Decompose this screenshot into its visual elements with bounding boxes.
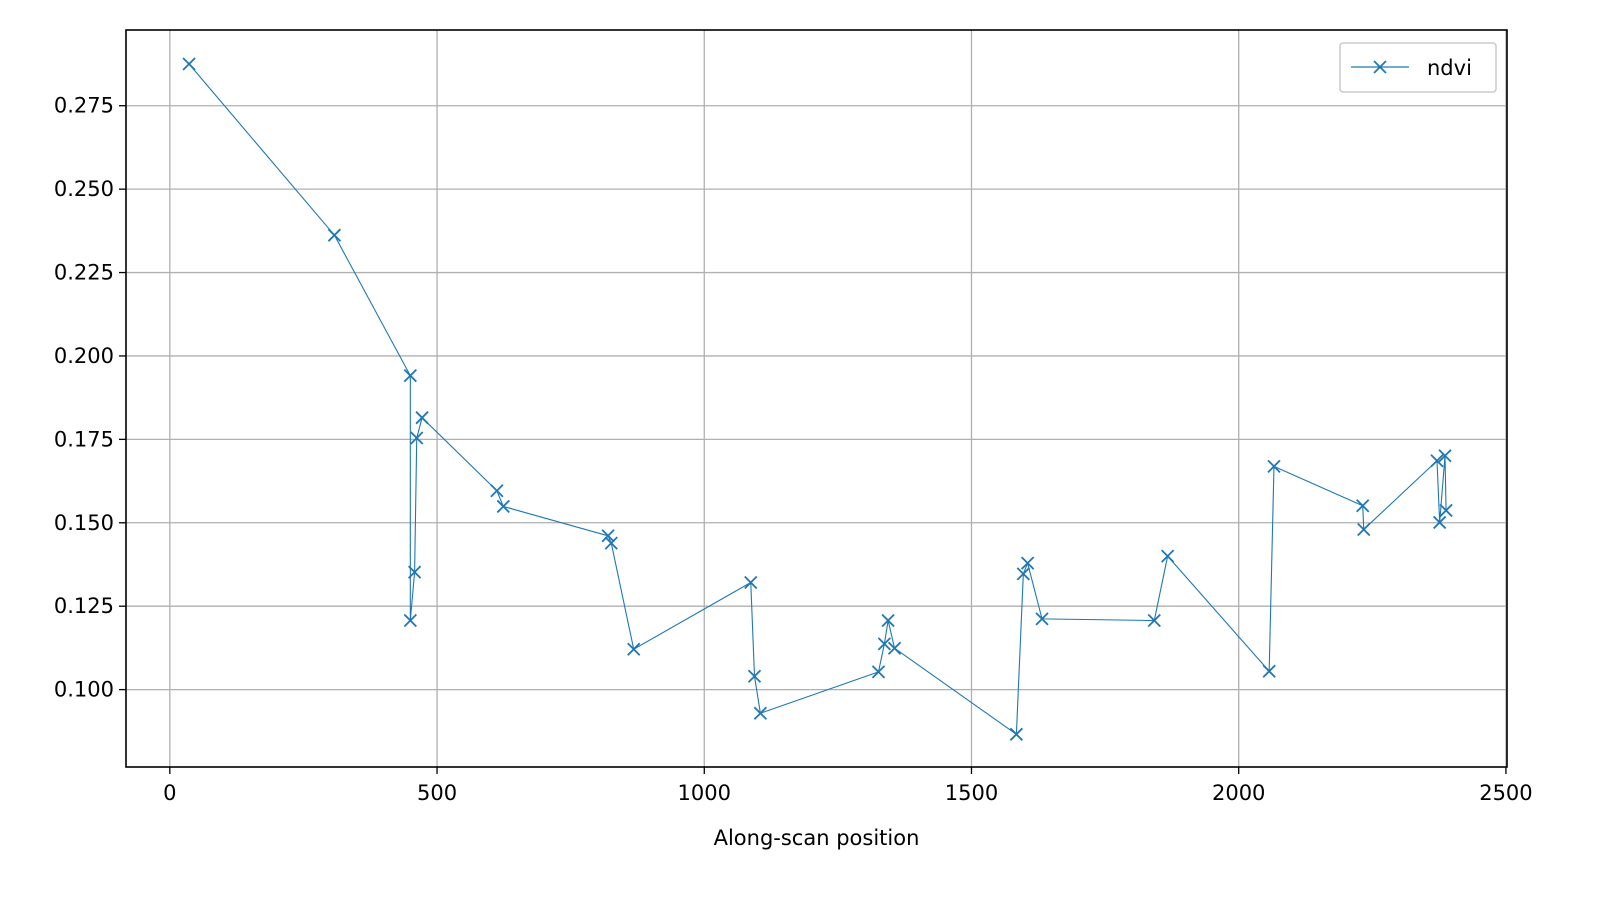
x-tick-label: 2500 <box>1479 781 1532 805</box>
data-point <box>744 575 758 590</box>
y-tick-label: 0.225 <box>54 261 114 285</box>
data-point <box>887 641 902 655</box>
marker-stroke <box>1439 503 1453 518</box>
marker-stroke <box>753 706 768 720</box>
data-point <box>415 411 429 425</box>
series-layer <box>182 57 1453 741</box>
data-point <box>627 642 641 656</box>
marker-stroke <box>403 369 417 383</box>
data-point <box>1267 459 1281 474</box>
marker-stroke <box>881 613 895 628</box>
plot-frame <box>125 29 1508 768</box>
legend-marker-stroke <box>1373 60 1387 74</box>
marker-stroke <box>182 57 196 71</box>
y-tick-label: 0.100 <box>54 678 114 702</box>
legend-label: ndvi <box>1427 56 1472 80</box>
data-point <box>496 499 510 514</box>
data-point <box>1439 503 1453 518</box>
marker-stroke <box>1020 556 1035 570</box>
legend: ndvi <box>1339 42 1497 93</box>
marker-stroke <box>1147 613 1161 628</box>
marker-stroke <box>627 642 641 656</box>
marker-stroke <box>1160 549 1175 563</box>
x-tick-label: 0 <box>163 781 176 805</box>
y-tick-label: 0.150 <box>54 511 114 535</box>
data-point <box>1433 515 1447 530</box>
x-tick-label: 2000 <box>1212 781 1265 805</box>
y-tick-label: 0.125 <box>54 594 114 618</box>
data-point <box>182 57 196 71</box>
data-point <box>1356 499 1370 513</box>
marker-stroke <box>1016 567 1030 581</box>
marker-stroke <box>327 228 342 242</box>
marker-stroke <box>403 613 417 628</box>
data-point <box>1438 449 1452 463</box>
x-tick-label: 500 <box>417 781 457 805</box>
grid <box>126 30 1507 767</box>
marker-stroke <box>887 641 902 655</box>
data-point <box>1430 454 1444 468</box>
data-point <box>604 536 618 550</box>
data-point <box>1262 664 1276 678</box>
y-tick-label: 0.275 <box>54 94 114 118</box>
legend-box <box>1339 42 1497 93</box>
marker-stroke <box>1267 459 1281 474</box>
marker-stroke <box>407 565 422 579</box>
legend-marker-x-icon <box>1373 60 1387 74</box>
data-point <box>410 431 424 445</box>
marker-stroke <box>604 536 618 550</box>
x-tick-label: 1000 <box>678 781 731 805</box>
data-point <box>881 613 895 628</box>
marker-stroke <box>1357 522 1371 537</box>
data-point <box>747 669 762 683</box>
y-tick-label: 0.250 <box>54 177 114 201</box>
y-tick-label: 0.200 <box>54 344 114 368</box>
data-point <box>601 529 615 543</box>
marker-stroke <box>1356 499 1370 513</box>
marker-stroke <box>744 575 758 590</box>
marker-stroke <box>1262 664 1276 678</box>
marker-stroke <box>1438 449 1452 463</box>
marker-stroke <box>601 529 615 543</box>
marker-stroke <box>1009 727 1024 741</box>
data-point <box>403 369 417 383</box>
marker-stroke <box>877 637 892 651</box>
marker-stroke <box>490 484 504 498</box>
marker-stroke <box>1373 60 1387 74</box>
data-point <box>1160 549 1175 563</box>
data-point <box>1357 522 1371 537</box>
data-point <box>871 665 886 679</box>
axis-ticks: 0 500 1000 1500 2000 2500 0.100 0.125 0.150 0.175… <box>54 94 1533 805</box>
x-axis-label: Along-scan position <box>714 826 920 850</box>
y-tick-label: 0.175 <box>54 427 114 451</box>
marker-stroke <box>1433 515 1447 530</box>
marker-stroke <box>1430 454 1444 468</box>
data-point <box>490 484 504 498</box>
data-point <box>1020 556 1035 570</box>
data-point <box>1035 612 1049 626</box>
data-point <box>1147 613 1161 628</box>
data-point <box>403 613 417 628</box>
data-point <box>753 706 768 720</box>
marker-stroke <box>1035 612 1049 626</box>
data-point <box>407 565 422 579</box>
marker-stroke <box>496 499 510 514</box>
marker-stroke <box>747 669 762 683</box>
data-point <box>877 637 892 651</box>
marker-stroke <box>871 665 886 679</box>
marker-stroke <box>410 431 424 445</box>
data-point <box>1016 567 1030 581</box>
x-tick-label: 1500 <box>945 781 998 805</box>
data-point <box>1009 727 1024 741</box>
data-point <box>327 228 342 242</box>
marker-stroke <box>415 411 429 425</box>
